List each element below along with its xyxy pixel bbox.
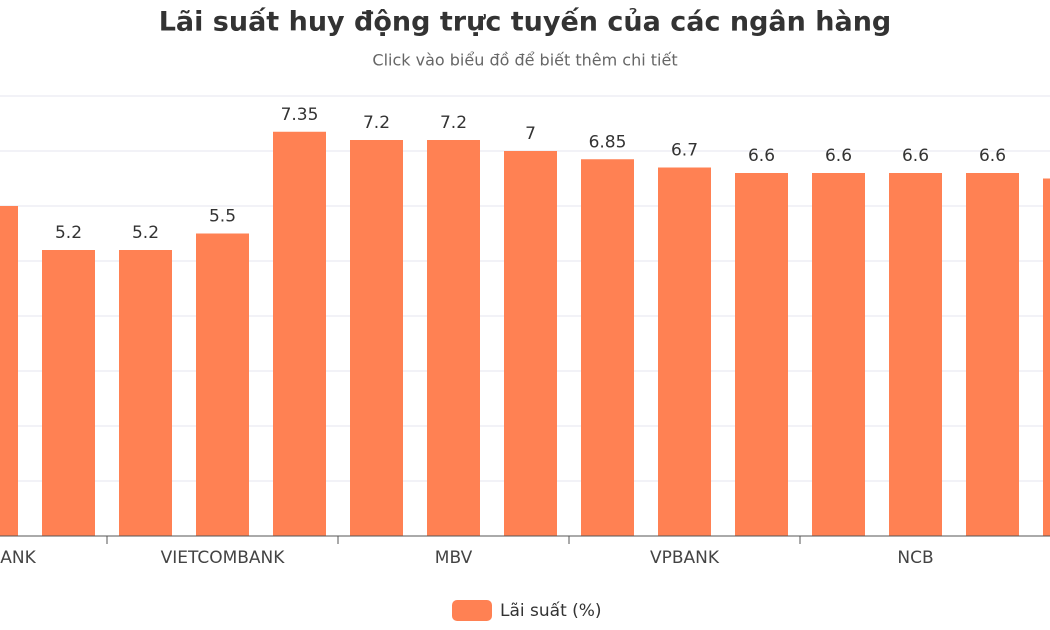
bar	[273, 131, 326, 536]
data-label: 6.6	[825, 146, 852, 166]
bar	[889, 173, 942, 536]
x-tick-label: VIETCOMBANK	[161, 548, 286, 568]
bar	[812, 173, 865, 536]
bar	[0, 206, 18, 536]
data-label: 5.5	[209, 207, 236, 227]
bar	[581, 159, 634, 536]
legend-label: Lãi suất (%)	[500, 600, 602, 621]
data-label: 7.2	[363, 113, 390, 133]
x-tick-label: VPBANK	[650, 548, 720, 568]
data-label: 6.7	[671, 141, 698, 161]
data-label: 6.6	[748, 146, 775, 166]
bar	[658, 167, 711, 536]
bar	[735, 173, 788, 536]
chart-title: Lãi suất huy động trực tuyến của các ngâ…	[159, 7, 892, 38]
data-label: 7	[525, 124, 536, 144]
data-label: 5.2	[132, 223, 159, 243]
chart-subtitle: Click vào biểu đồ để biết thêm chi tiết	[372, 51, 677, 70]
bar	[42, 250, 95, 536]
x-tick-label: MBV	[435, 548, 473, 568]
data-label: 6.85	[589, 132, 627, 152]
x-tick-label: NCB	[897, 548, 933, 568]
data-label: 6.6	[902, 146, 929, 166]
data-label: 5.2	[55, 223, 82, 243]
bar	[966, 173, 1019, 536]
bar	[119, 250, 172, 536]
data-label: 7.35	[281, 105, 319, 125]
legend-swatch	[452, 600, 492, 621]
bar	[350, 140, 403, 536]
bar	[427, 140, 480, 536]
bar	[1043, 178, 1050, 536]
bar	[504, 151, 557, 536]
data-label: 6.6	[979, 146, 1006, 166]
data-label: 7.2	[440, 113, 467, 133]
bar	[196, 233, 249, 536]
x-tick-label: AGRIBANK	[0, 548, 37, 568]
